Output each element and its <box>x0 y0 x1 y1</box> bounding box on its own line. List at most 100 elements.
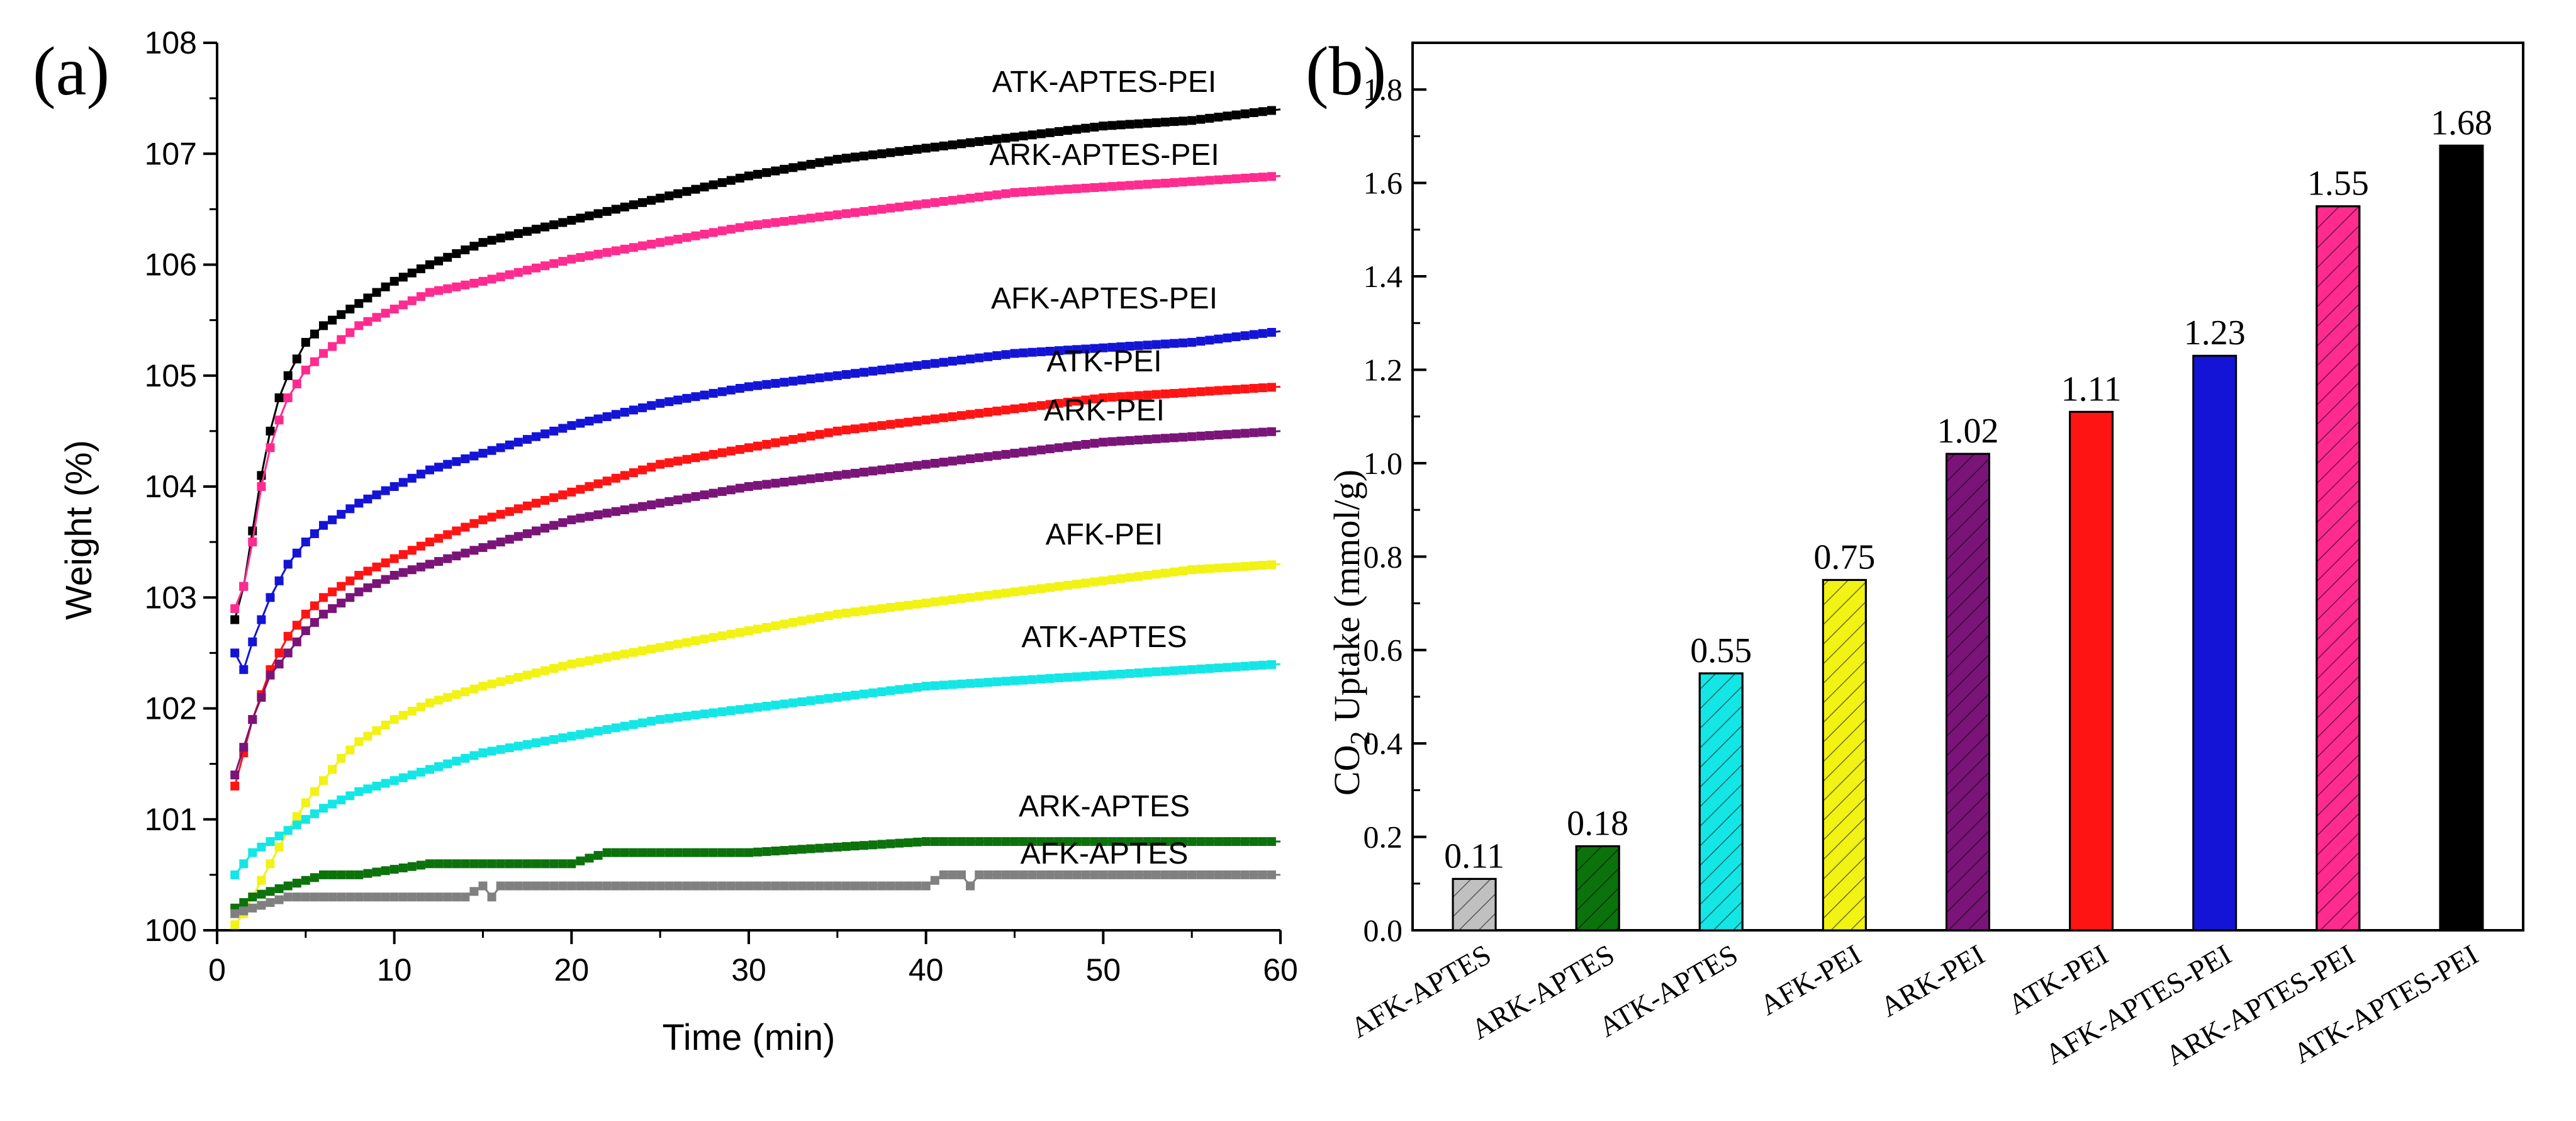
series-point-afk-aptes <box>1151 870 1161 879</box>
series-point-afk-aptes-pei <box>301 538 310 547</box>
series-point-atk-aptes <box>319 804 328 813</box>
series-point-ark-aptes-pei <box>532 263 540 273</box>
series-point-ark-aptes-pei <box>1028 187 1037 196</box>
series-point-ark-aptes <box>301 876 310 885</box>
series-point-afk-aptes-pei <box>851 369 860 378</box>
series-point-afk-aptes-pei <box>381 486 390 495</box>
series-point-atk-aptes-pei <box>939 141 948 150</box>
series-point-atk-aptes <box>310 809 319 818</box>
series-point-afk-aptes-pei <box>735 384 744 393</box>
series-point-ark-pei <box>532 526 540 536</box>
series-afk-aptes <box>230 870 1280 918</box>
series-point-afk-pei <box>478 682 488 691</box>
series-point-ark-aptes <box>1240 837 1250 846</box>
series-point-atk-pei <box>1196 387 1206 397</box>
series-point-atk-aptes <box>425 765 434 774</box>
chart-b-y-tick-label: 1.6 <box>1364 166 1403 201</box>
series-point-ark-aptes <box>283 881 293 891</box>
series-point-afk-aptes-pei <box>966 354 975 364</box>
series-point-atk-aptes <box>912 683 922 692</box>
series-point-ark-pei <box>602 509 612 518</box>
series-point-afk-aptes-pei <box>1116 342 1126 351</box>
series-point-afk-aptes-pei <box>522 435 532 444</box>
series-point-atk-pei <box>558 490 568 500</box>
series-point-afk-aptes <box>1001 870 1011 879</box>
series-point-ark-pei <box>620 505 629 514</box>
series-point-afk-aptes <box>407 893 417 902</box>
series-point-afk-aptes-pei <box>1258 329 1267 338</box>
series-point-ark-aptes <box>806 844 815 853</box>
series-point-atk-pei <box>230 781 240 791</box>
series-point-ark-aptes <box>1116 837 1126 846</box>
series-point-ark-aptes-pei <box>239 582 249 591</box>
series-point-atk-aptes-pei <box>904 146 913 155</box>
series-point-atk-aptes <box>948 680 957 689</box>
series-point-ark-pei <box>522 529 532 538</box>
series-point-afk-aptes <box>239 906 249 916</box>
series-point-ark-aptes <box>558 859 568 869</box>
series-point-atk-aptes-pei <box>576 213 585 223</box>
series-point-ark-aptes-pei <box>461 280 470 290</box>
series-point-afk-aptes <box>886 881 895 891</box>
series-point-afk-aptes <box>1090 870 1099 879</box>
series-point-afk-aptes-pei <box>1019 348 1028 358</box>
series-point-atk-pei <box>1170 389 1179 398</box>
series-point-atk-pei <box>585 482 594 491</box>
series-point-afk-aptes <box>939 870 948 879</box>
series-label-ark-aptes: ARK-APTES <box>1019 790 1190 823</box>
series-point-atk-aptes-pei <box>851 152 860 162</box>
series-point-atk-aptes <box>939 680 948 690</box>
series-point-ark-aptes-pei <box>469 278 479 288</box>
series-point-atk-pei <box>1179 388 1188 398</box>
series-point-atk-pei <box>832 426 842 436</box>
series-point-ark-aptes-pei <box>416 292 425 301</box>
series-point-ark-pei <box>815 473 824 482</box>
series-point-atk-pei <box>1107 393 1117 402</box>
series-point-ark-pei <box>886 464 895 473</box>
series-point-afk-aptes <box>860 881 869 891</box>
series-point-afk-aptes <box>337 893 346 902</box>
series-point-afk-aptes-pei <box>983 352 993 361</box>
series-point-ark-aptes <box>461 859 470 869</box>
series-point-ark-aptes <box>797 845 807 854</box>
series-point-afk-aptes-pei <box>1151 340 1161 349</box>
series-point-afk-pei <box>558 662 568 671</box>
series-point-afk-pei <box>1143 571 1152 580</box>
series-point-ark-aptes-pei <box>1054 185 1063 194</box>
series-point-ark-pei <box>868 466 878 476</box>
series-point-ark-aptes <box>771 847 780 855</box>
series-point-atk-aptes-pei <box>788 163 798 172</box>
series-point-atk-aptes-pei <box>532 225 540 234</box>
chart-a-series-group <box>230 106 1281 930</box>
series-point-afk-pei <box>505 675 514 684</box>
series-point-ark-aptes-pei <box>886 203 895 213</box>
series-point-atk-aptes <box>1054 673 1063 682</box>
series-point-atk-aptes-pei <box>886 148 895 157</box>
series-point-ark-pei <box>673 495 683 505</box>
series-point-ark-aptes <box>239 898 249 907</box>
series-point-ark-aptes <box>354 870 364 879</box>
series-point-afk-aptes-pei <box>673 395 683 405</box>
series-point-ark-aptes <box>966 837 975 846</box>
series-point-ark-aptes-pei <box>1196 176 1206 186</box>
series-point-ark-aptes <box>443 859 452 869</box>
series-point-afk-aptes-pei <box>1090 344 1099 353</box>
series-point-afk-aptes <box>1099 870 1108 879</box>
series-point-ark-pei <box>372 579 381 589</box>
series-point-ark-aptes <box>328 870 337 879</box>
series-point-atk-pei <box>860 423 869 432</box>
series-point-afk-pei <box>948 595 957 604</box>
series-point-ark-aptes-pei <box>1205 176 1214 185</box>
series-point-afk-pei <box>904 600 913 610</box>
series-point-atk-aptes-pei <box>717 178 727 188</box>
series-point-atk-aptes <box>815 695 824 704</box>
series-point-ark-aptes <box>1107 837 1117 846</box>
series-point-afk-aptes-pei <box>1125 342 1134 351</box>
series-point-atk-pei <box>292 621 301 630</box>
series-point-atk-pei <box>381 558 390 568</box>
series-point-atk-aptes <box>452 757 461 766</box>
series-point-atk-pei <box>841 425 851 435</box>
series-point-afk-aptes <box>824 881 833 891</box>
series-point-ark-aptes-pei <box>797 215 807 224</box>
series-point-ark-aptes <box>337 870 346 879</box>
